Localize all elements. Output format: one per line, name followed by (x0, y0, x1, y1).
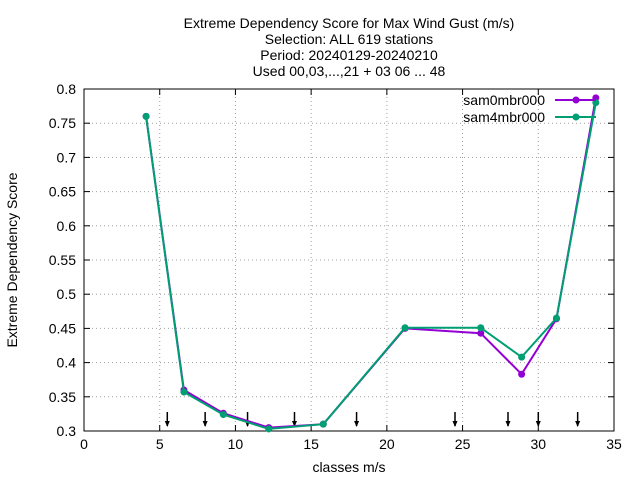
chart-title: Extreme Dependency Score for Max Wind Gu… (184, 15, 515, 79)
data-point-sam4mbr000 (142, 112, 150, 120)
threshold-arrow-head (535, 421, 541, 427)
threshold-arrow-head (452, 421, 458, 427)
threshold-arrow-head (202, 421, 208, 427)
title-line: Extreme Dependency Score for Max Wind Gu… (184, 15, 515, 31)
title-line: Period: 20240129-20240210 (260, 47, 438, 63)
threshold-arrows (164, 412, 581, 427)
y-tick-label: 0.5 (57, 286, 77, 302)
data-point-sam0mbr000 (518, 370, 526, 378)
y-tick-label: 0.75 (49, 115, 76, 131)
threshold-arrow-head (291, 421, 297, 427)
series-lines (142, 94, 600, 433)
x-axis-label: classes m/s (312, 459, 385, 475)
data-point-sam4mbr000 (518, 353, 526, 361)
data-point-sam4mbr000 (477, 324, 485, 332)
y-tick-label: 0.7 (57, 149, 77, 165)
y-tick-label: 0.8 (57, 81, 77, 97)
x-tick-label: 30 (530, 436, 546, 452)
series-line-sam4mbr000 (145, 102, 597, 430)
title-line: Used 00,03,...,21 + 03 06 ... 48 (253, 63, 446, 79)
y-tick-label: 0.65 (49, 184, 76, 200)
data-point-sam4mbr000 (401, 324, 409, 332)
legend-swatch-marker (572, 113, 580, 121)
title-line: Selection: ALL 619 stations (265, 31, 433, 47)
threshold-arrow-head (505, 421, 511, 427)
y-tick-label: 0.55 (49, 252, 76, 268)
legend-swatch-marker (572, 96, 580, 104)
x-tick-label: 5 (156, 436, 164, 452)
x-tick-label: 0 (80, 436, 88, 452)
data-point-sam4mbr000 (265, 425, 273, 433)
data-point-sam4mbr000 (219, 411, 227, 419)
x-tick-label: 35 (606, 436, 622, 452)
grid (84, 89, 614, 431)
x-axis-ticks: 0 5 10 15 20 25 30 35 (80, 89, 622, 452)
x-tick-label: 25 (455, 436, 471, 452)
y-tick-label: 0.35 (49, 389, 76, 405)
data-point-sam4mbr000 (319, 420, 327, 428)
data-point-sam0mbr000 (477, 329, 485, 337)
y-tick-label: 0.6 (57, 218, 77, 234)
threshold-arrow-head (354, 421, 360, 427)
threshold-arrow-head (164, 421, 170, 427)
y-tick-label: 0.45 (49, 320, 76, 336)
y-tick-label: 0.3 (57, 423, 77, 439)
x-tick-label: 20 (379, 436, 395, 452)
x-tick-label: 15 (303, 436, 319, 452)
data-point-sam4mbr000 (552, 314, 560, 322)
y-tick-label: 0.4 (57, 355, 77, 371)
series-line-sam0mbr000 (145, 97, 597, 429)
y-axis-label: Extreme Dependency Score (4, 172, 20, 347)
y-axis-ticks: 0.3 0.35 0.4 0.45 0.5 0.55 0.6 0.65 0.7 0.75 0.8 (49, 81, 614, 439)
data-point-sam4mbr000 (180, 388, 188, 396)
threshold-arrow-head (575, 421, 581, 427)
legend-label: sam4mbr000 (463, 109, 545, 125)
x-tick-label: 10 (228, 436, 244, 452)
legend-label: sam0mbr000 (463, 92, 545, 108)
